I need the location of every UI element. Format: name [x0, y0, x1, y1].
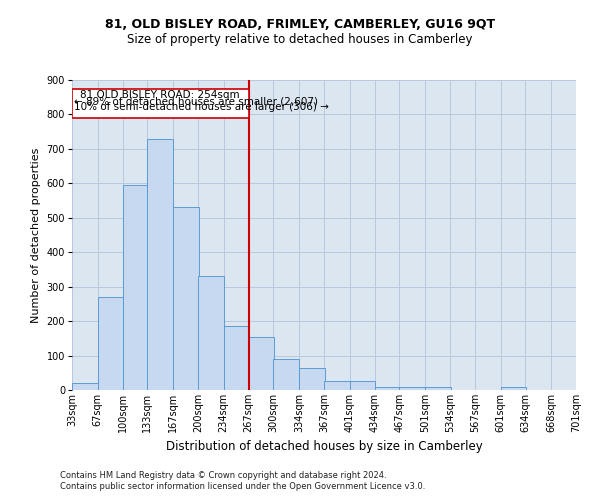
- Bar: [198, 276, 224, 390]
- Text: 81, OLD BISLEY ROAD, FRIMLEY, CAMBERLEY, GU16 9QT: 81, OLD BISLEY ROAD, FRIMLEY, CAMBERLEY,…: [105, 18, 495, 30]
- Bar: [72, 88, 248, 118]
- Bar: [173, 208, 199, 390]
- Text: Contains public sector information licensed under the Open Government Licence v3: Contains public sector information licen…: [60, 482, 425, 491]
- Bar: [374, 386, 400, 390]
- Y-axis label: Number of detached properties: Number of detached properties: [31, 148, 41, 322]
- Bar: [500, 386, 526, 390]
- X-axis label: Distribution of detached houses by size in Camberley: Distribution of detached houses by size …: [166, 440, 482, 454]
- Bar: [148, 138, 173, 390]
- Bar: [324, 382, 350, 390]
- Bar: [224, 326, 250, 390]
- Bar: [72, 383, 98, 390]
- Text: 10% of semi-detached houses are larger (306) →: 10% of semi-detached houses are larger (…: [74, 102, 329, 112]
- Bar: [425, 386, 451, 390]
- Bar: [400, 386, 425, 390]
- Text: 81 OLD BISLEY ROAD: 254sqm: 81 OLD BISLEY ROAD: 254sqm: [80, 90, 240, 101]
- Bar: [274, 359, 299, 390]
- Bar: [299, 368, 325, 390]
- Bar: [98, 297, 124, 390]
- Bar: [248, 336, 274, 390]
- Text: Size of property relative to detached houses in Camberley: Size of property relative to detached ho…: [127, 32, 473, 46]
- Bar: [350, 382, 376, 390]
- Text: Contains HM Land Registry data © Crown copyright and database right 2024.: Contains HM Land Registry data © Crown c…: [60, 471, 386, 480]
- Bar: [122, 185, 148, 390]
- Text: ← 89% of detached houses are smaller (2,607): ← 89% of detached houses are smaller (2,…: [74, 96, 318, 106]
